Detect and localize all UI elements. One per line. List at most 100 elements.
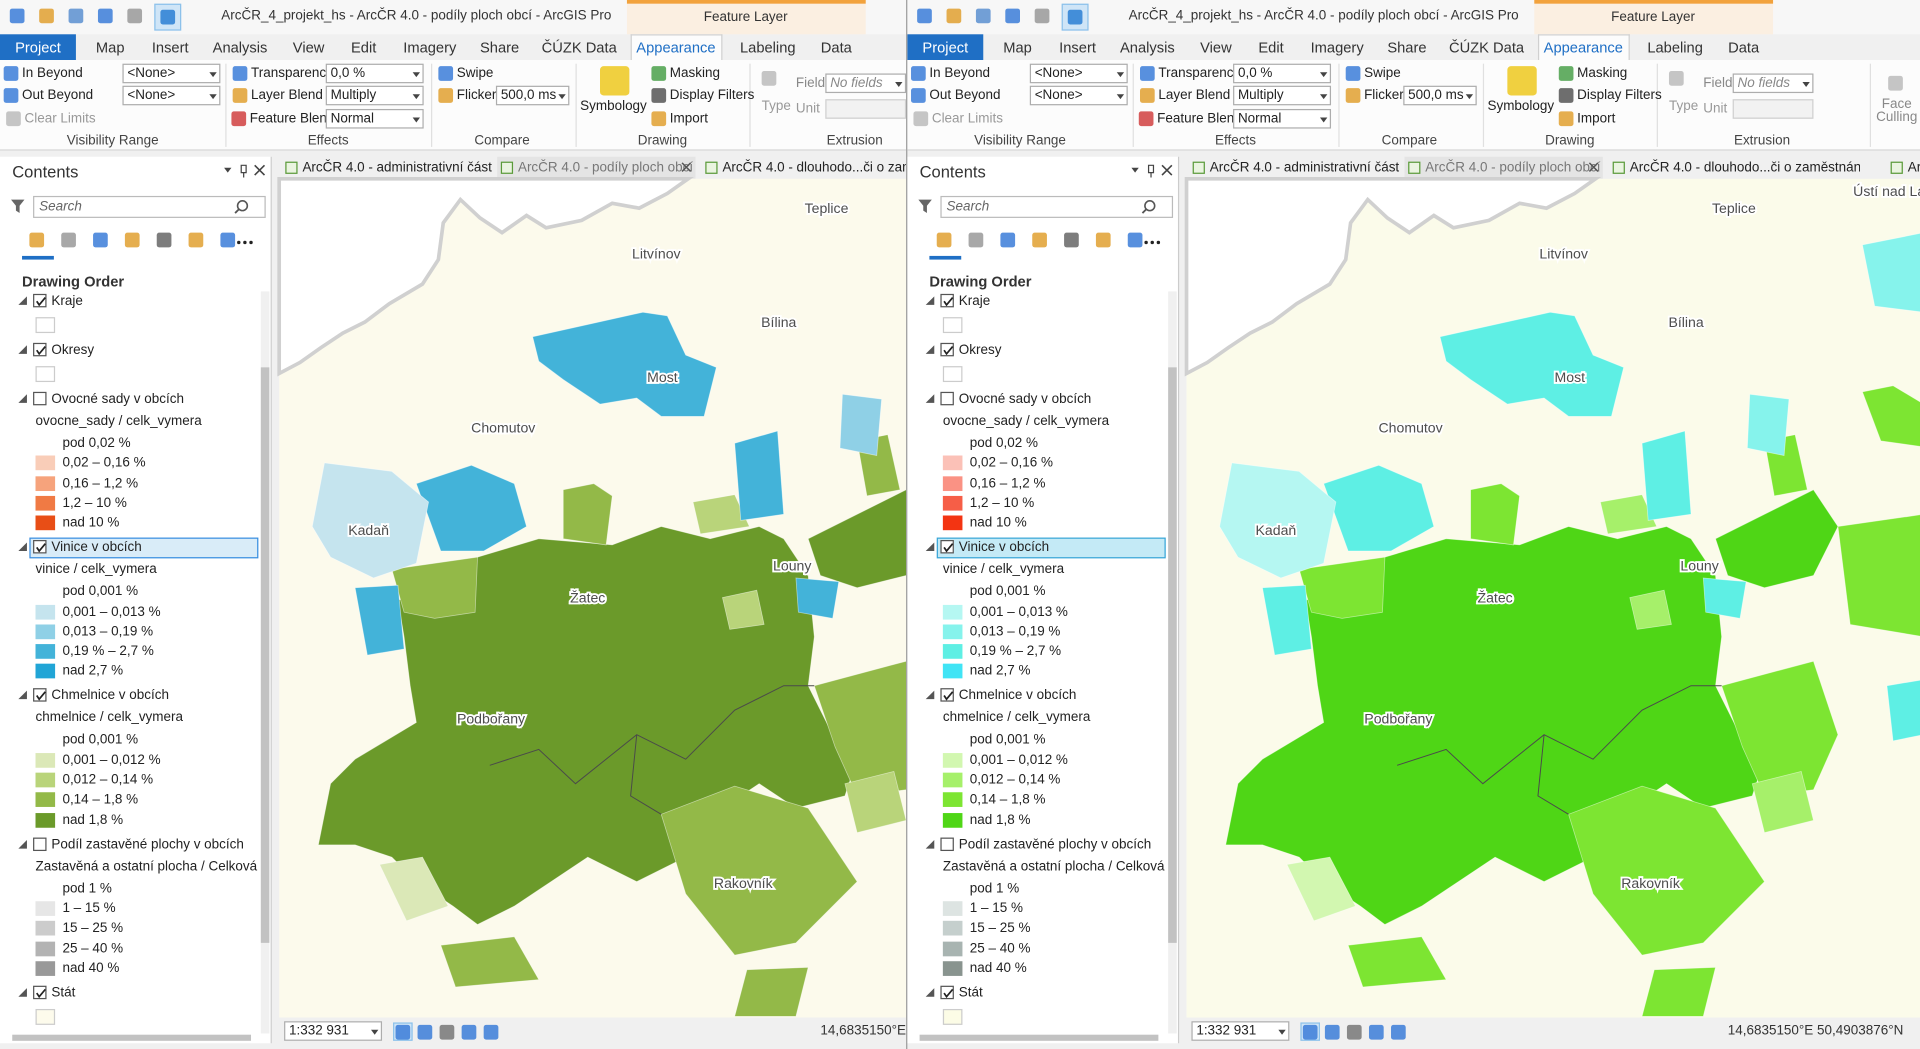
icon[interactable] xyxy=(29,232,45,248)
ribbon-label[interactable]: Feature Blend xyxy=(1157,111,1242,127)
icon[interactable] xyxy=(1005,8,1021,24)
combo-box[interactable]: Normal xyxy=(1233,108,1332,129)
combo-arrow[interactable] xyxy=(209,94,217,100)
icon[interactable] xyxy=(93,232,108,248)
combo-value[interactable]: 1:332 931 xyxy=(288,1023,349,1039)
search-placeholder[interactable]: Search xyxy=(946,199,990,215)
combo-value[interactable]: Multiply xyxy=(330,88,377,103)
combo-value[interactable]: <None> xyxy=(1034,88,1083,103)
ribbon-label[interactable]: Flicker xyxy=(1364,88,1404,103)
icon[interactable] xyxy=(439,1024,455,1040)
ribbon-tab[interactable]: View xyxy=(292,39,325,57)
icon[interactable] xyxy=(417,1024,433,1040)
icon[interactable] xyxy=(127,8,143,24)
ribbon-tab[interactable]: Analysis xyxy=(212,39,268,57)
project-tab-bg[interactable] xyxy=(907,34,984,61)
icon[interactable] xyxy=(61,232,76,248)
combo-arrow[interactable] xyxy=(412,72,421,78)
project-tab-bg[interactable] xyxy=(0,34,76,61)
icon[interactable] xyxy=(1034,8,1050,24)
icon[interactable] xyxy=(220,232,236,248)
map-tab[interactable]: ArcČR xyxy=(1887,157,1920,179)
icon[interactable] xyxy=(483,1024,499,1040)
combo-box[interactable]: 0,0 % xyxy=(325,63,424,84)
layer-name[interactable]: Stát xyxy=(958,985,983,1001)
icon[interactable] xyxy=(1032,232,1047,248)
icon[interactable] xyxy=(1140,66,1155,81)
combo-box[interactable]: <None> xyxy=(122,63,221,84)
map-tab-title[interactable]: ArcČR 4.0 - podíly ploch obcí xyxy=(1425,160,1601,176)
ribbon-label[interactable]: Symbology xyxy=(580,99,647,114)
icon[interactable] xyxy=(1558,66,1574,81)
ribbon-label[interactable]: Display Filters xyxy=(1577,88,1662,103)
icon[interactable] xyxy=(1345,66,1361,81)
ribbon-label[interactable]: Import xyxy=(669,111,708,127)
combo-box[interactable]: 1:332 931 xyxy=(284,1021,383,1041)
ribbon-tab[interactable]: Edit xyxy=(1258,39,1284,57)
icon[interactable] xyxy=(438,88,454,103)
icon[interactable] xyxy=(1140,88,1155,103)
map-tab[interactable]: ArcČR 4.0 - administrativní část xyxy=(282,157,493,179)
icon[interactable] xyxy=(6,111,21,127)
combo-value[interactable]: No fields xyxy=(830,75,883,91)
icon[interactable] xyxy=(188,232,204,248)
icon[interactable] xyxy=(395,1024,411,1040)
combo-arrow[interactable] xyxy=(1320,117,1328,123)
search-box[interactable]: Search xyxy=(33,195,266,218)
map-tab[interactable]: ArcČR 4.0 - podíly ploch obcí xyxy=(497,156,696,179)
ribbon-label[interactable]: Masking xyxy=(1577,66,1628,81)
icon[interactable] xyxy=(946,8,962,24)
icon[interactable] xyxy=(39,8,54,24)
map-tab-title[interactable]: ArcČR 4.0 - dlouhodo...či o zaměstnání xyxy=(722,160,906,176)
ribbon-label[interactable]: Transparency xyxy=(1158,66,1241,81)
combo-box[interactable]: Normal xyxy=(325,108,424,129)
search-placeholder[interactable]: Search xyxy=(39,199,82,215)
ribbon-tab[interactable]: Imagery xyxy=(1310,39,1364,57)
icon[interactable] xyxy=(1345,88,1361,103)
icon[interactable] xyxy=(1324,1024,1340,1040)
ribbon-label[interactable]: Layer Blend xyxy=(251,88,323,103)
layer-name[interactable]: Okresy xyxy=(958,342,1002,358)
ribbon-label[interactable]: In Beyond xyxy=(22,66,83,81)
icon[interactable] xyxy=(651,66,667,81)
icon[interactable] xyxy=(1368,1024,1384,1040)
checkbox[interactable] xyxy=(940,985,954,999)
combo-value[interactable]: 500,0 ms xyxy=(500,88,557,103)
symbology-icon[interactable] xyxy=(600,66,630,96)
ribbon-tab[interactable]: Project xyxy=(922,39,969,57)
combo-arrow[interactable] xyxy=(1320,94,1328,100)
combo-value[interactable]: 0,0 % xyxy=(330,66,366,81)
h-scrollbar-thumb[interactable] xyxy=(919,1034,1159,1041)
ribbon-label[interactable]: Masking xyxy=(669,66,720,81)
combo-box[interactable]: Multiply xyxy=(1233,85,1332,106)
ribbon-label[interactable]: Transparency xyxy=(251,66,333,81)
icon[interactable] xyxy=(1888,75,1903,91)
map-tab-title[interactable]: ArcČR 4.0 - administrativní část xyxy=(302,160,492,176)
layer-name[interactable]: Ovocné sady v obcích xyxy=(51,391,184,407)
layer-name[interactable]: Vinice v obcích xyxy=(51,540,142,555)
icon[interactable] xyxy=(1095,232,1111,248)
checkbox[interactable] xyxy=(33,293,47,308)
combo-box[interactable]: 500,0 ms xyxy=(495,85,570,106)
checkbox[interactable] xyxy=(940,688,954,703)
icon[interactable] xyxy=(1302,1024,1318,1040)
ribbon-label[interactable]: Type xyxy=(1668,99,1699,114)
combo-arrow[interactable] xyxy=(412,117,421,123)
combo-box[interactable]: <None> xyxy=(1029,85,1128,106)
combo-arrow[interactable] xyxy=(1320,72,1328,78)
ribbon-tab[interactable]: Data xyxy=(820,39,852,57)
icon[interactable] xyxy=(651,111,667,127)
ribbon-label[interactable]: Out Beyond xyxy=(929,88,1001,103)
h-scrollbar-thumb[interactable] xyxy=(12,1034,252,1041)
layer-name[interactable]: Chmelnice v obcích xyxy=(958,688,1077,704)
layer-name[interactable]: Vinice v obcích xyxy=(958,540,1050,555)
icon[interactable] xyxy=(156,232,172,248)
layer-name[interactable]: Ovocné sady v obcích xyxy=(958,391,1092,407)
ribbon-tab[interactable]: Edit xyxy=(351,39,377,57)
map-tab-icon[interactable] xyxy=(285,161,298,174)
map-tab-title[interactable]: ArcČR 4.0 - podíly ploch obcí xyxy=(517,160,694,176)
ribbon-label[interactable]: Swipe xyxy=(1364,66,1401,81)
icon[interactable] xyxy=(761,71,777,86)
icon[interactable] xyxy=(160,9,176,25)
map-tab-title[interactable]: ArcČR 4.0 - administrativní část xyxy=(1209,160,1400,176)
